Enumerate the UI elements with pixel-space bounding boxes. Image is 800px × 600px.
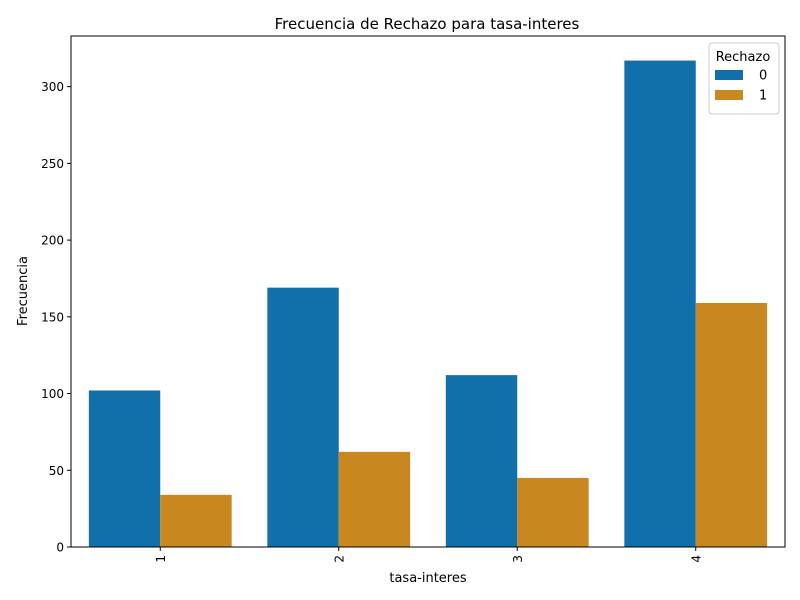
- bars-layer: [88, 60, 768, 548]
- bar-rechazo-0-tasa-1: [88, 390, 161, 547]
- bar-rechazo-1-tasa-1: [160, 494, 232, 547]
- plot-area-frame: [70, 35, 786, 548]
- bar-rechazo-1-tasa-3: [517, 477, 589, 547]
- y-tick-label: 150: [41, 310, 64, 324]
- x-tick-label: 1: [154, 555, 168, 563]
- y-tick-label: 250: [41, 157, 64, 171]
- bar-rechazo-0-tasa-2: [267, 287, 339, 547]
- y-tick-label: 50: [49, 464, 64, 478]
- legend-title: Rechazo: [716, 50, 771, 65]
- bar-rechazo-1-tasa-2: [338, 451, 411, 547]
- bar-rechazo-1-tasa-4: [695, 303, 768, 547]
- bar-rechazo-0-tasa-3: [445, 375, 518, 547]
- y-axis: 0 50 100 150 200 250 300: [41, 80, 71, 555]
- legend-label: 1: [759, 89, 767, 104]
- chart-title: Frecuencia de Rechazo para tasa-interes: [275, 15, 580, 33]
- x-tick-label: 4: [689, 555, 703, 563]
- legend-swatch: [715, 90, 743, 100]
- y-tick-label: 100: [41, 387, 64, 401]
- legend-swatch: [715, 70, 743, 80]
- x-axis-label: tasa-interes: [389, 571, 466, 586]
- bar-rechazo-0-tasa-4: [624, 60, 696, 548]
- legend-label: 0: [759, 69, 767, 84]
- y-tick-label: 300: [41, 80, 64, 94]
- legend: Rechazo 01: [708, 42, 780, 115]
- x-axis: 1 2 3 4: [154, 547, 703, 563]
- y-tick-label: 0: [56, 541, 64, 555]
- y-tick-label: 200: [41, 234, 64, 248]
- x-tick-label: 3: [511, 555, 525, 563]
- x-tick-label: 2: [332, 555, 346, 563]
- legend-items: 01: [715, 69, 767, 104]
- y-axis-label: Frecuencia: [16, 256, 31, 326]
